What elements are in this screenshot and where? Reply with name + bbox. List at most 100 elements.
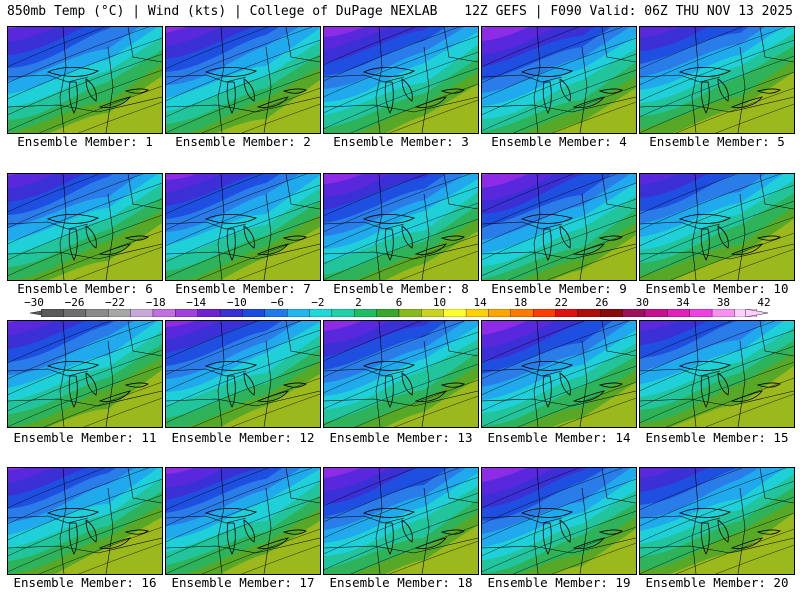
colorbar-segment bbox=[354, 309, 377, 317]
ensemble-member-label: Ensemble Member: 10 bbox=[645, 281, 789, 296]
colorbar-segment bbox=[421, 309, 444, 317]
colorbar-segment bbox=[331, 309, 355, 317]
ensemble-member-label: Ensemble Member: 14 bbox=[487, 430, 631, 445]
temperature-map bbox=[8, 174, 162, 280]
colorbar-tick-label: 6 bbox=[395, 296, 403, 309]
ensemble-panel bbox=[323, 467, 479, 575]
ensemble-member-label: Ensemble Member: 1 bbox=[17, 134, 153, 149]
ensemble-panel bbox=[481, 320, 637, 428]
ensemble-member-label: Ensemble Member: 9 bbox=[491, 281, 627, 296]
colorbar-segment bbox=[644, 309, 668, 317]
ensemble-panel bbox=[7, 26, 163, 134]
colorbar-segment bbox=[130, 309, 154, 317]
temperature-map bbox=[324, 321, 478, 427]
temperature-map bbox=[482, 321, 636, 427]
colorbar-segment bbox=[398, 309, 422, 317]
ensemble-member-label: Ensemble Member: 19 bbox=[487, 575, 631, 590]
colorbar-tick-label: 34 bbox=[676, 296, 690, 309]
colorbar-tick-label: −22 bbox=[105, 296, 126, 309]
ensemble-member-label: Ensemble Member: 17 bbox=[171, 575, 315, 590]
temperature-map bbox=[166, 174, 320, 280]
ensemble-panel bbox=[165, 320, 321, 428]
colorbar-segment bbox=[376, 309, 400, 317]
ensemble-member-label: Ensemble Member: 20 bbox=[645, 575, 789, 590]
colorbar-segment bbox=[219, 309, 243, 317]
ensemble-panel bbox=[639, 320, 795, 428]
colorbar-segment bbox=[287, 309, 310, 317]
colorbar-segment bbox=[689, 309, 713, 317]
colorbar-tick-label: 14 bbox=[473, 296, 487, 309]
colorbar-segment bbox=[711, 309, 735, 317]
colorbar-segment bbox=[197, 309, 221, 317]
colorbar-tick-label: 30 bbox=[635, 296, 649, 309]
colorbar-tick-label: −6 bbox=[270, 296, 284, 309]
model-run-info: 12Z GEFS | F090 Valid: 06Z THU NOV 13 20… bbox=[464, 4, 793, 19]
colorbar-segment bbox=[510, 309, 534, 317]
temperature-map bbox=[640, 27, 794, 133]
ensemble-member-label: Ensemble Member: 18 bbox=[329, 575, 473, 590]
colorbar-segment bbox=[577, 309, 601, 317]
colorbar-segment bbox=[85, 309, 109, 317]
temperature-map bbox=[640, 468, 794, 574]
colorbar-segment bbox=[600, 309, 623, 317]
colorbar-segment bbox=[533, 309, 556, 317]
temperature-map bbox=[166, 321, 320, 427]
temperature-map bbox=[8, 468, 162, 574]
colorbar-segment bbox=[41, 309, 64, 317]
ensemble-panel bbox=[481, 26, 637, 134]
ensemble-member-label: Ensemble Member: 8 bbox=[333, 281, 469, 296]
ensemble-panel bbox=[7, 320, 163, 428]
ensemble-panel bbox=[165, 173, 321, 281]
ensemble-panel bbox=[7, 467, 163, 575]
colorbar-tick-label: −26 bbox=[64, 296, 85, 309]
temperature-map bbox=[640, 321, 794, 427]
ensemble-member-label: Ensemble Member: 6 bbox=[17, 281, 153, 296]
colorbar-segment bbox=[465, 309, 489, 317]
temperature-map bbox=[324, 27, 478, 133]
colorbar-tick-label: 22 bbox=[554, 296, 568, 309]
ensemble-member-label: Ensemble Member: 3 bbox=[333, 134, 469, 149]
ensemble-panel bbox=[639, 173, 795, 281]
colorbar-tick-label: 10 bbox=[432, 296, 447, 309]
map-title: 850mb Temp (°C) | Wind (kts) | College o… bbox=[7, 4, 438, 19]
ensemble-member-label: Ensemble Member: 16 bbox=[13, 575, 157, 590]
ensemble-panel bbox=[323, 320, 479, 428]
colorbar-segment bbox=[242, 309, 265, 317]
colorbar-segment bbox=[63, 309, 87, 317]
colorbar-tick-label: 38 bbox=[716, 296, 731, 309]
ensemble-panel bbox=[639, 467, 795, 575]
ensemble-member-label: Ensemble Member: 7 bbox=[175, 281, 311, 296]
ensemble-panel bbox=[165, 467, 321, 575]
ensemble-member-label: Ensemble Member: 5 bbox=[649, 134, 785, 149]
ensemble-member-label: Ensemble Member: 12 bbox=[171, 430, 315, 445]
ensemble-panel bbox=[165, 26, 321, 134]
colorbar-segment bbox=[443, 309, 467, 317]
temperature-map bbox=[324, 174, 478, 280]
colorbar-segment bbox=[667, 309, 690, 317]
colorbar-tick-label: −2 bbox=[311, 296, 325, 309]
colorbar-tick-label: 26 bbox=[595, 296, 609, 309]
temperature-map bbox=[640, 174, 794, 280]
colorbar-segment bbox=[555, 309, 579, 317]
colorbar-tick-label: 42 bbox=[757, 296, 771, 309]
colorbar-segment bbox=[264, 309, 288, 317]
colorbar-tick-label: −18 bbox=[145, 296, 166, 309]
temperature-map bbox=[482, 174, 636, 280]
colorbar-segment bbox=[488, 309, 511, 317]
colorbar-segment bbox=[108, 309, 131, 317]
temperature-map bbox=[482, 468, 636, 574]
temperature-map bbox=[166, 27, 320, 133]
colorbar-segment bbox=[152, 309, 176, 317]
temperature-map bbox=[8, 321, 162, 427]
colorbar-tick-label: −30 bbox=[24, 296, 44, 309]
temperature-map bbox=[324, 468, 478, 574]
ensemble-panel bbox=[7, 173, 163, 281]
colorbar-tick-label: −14 bbox=[186, 296, 207, 309]
temperature-map bbox=[482, 27, 636, 133]
colorbar-segment bbox=[175, 309, 198, 317]
temperature-colorbar bbox=[30, 309, 768, 317]
ensemble-member-label: Ensemble Member: 4 bbox=[491, 134, 627, 149]
ensemble-member-label: Ensemble Member: 11 bbox=[13, 430, 157, 445]
temperature-map bbox=[8, 27, 162, 133]
ensemble-member-label: Ensemble Member: 13 bbox=[329, 430, 473, 445]
